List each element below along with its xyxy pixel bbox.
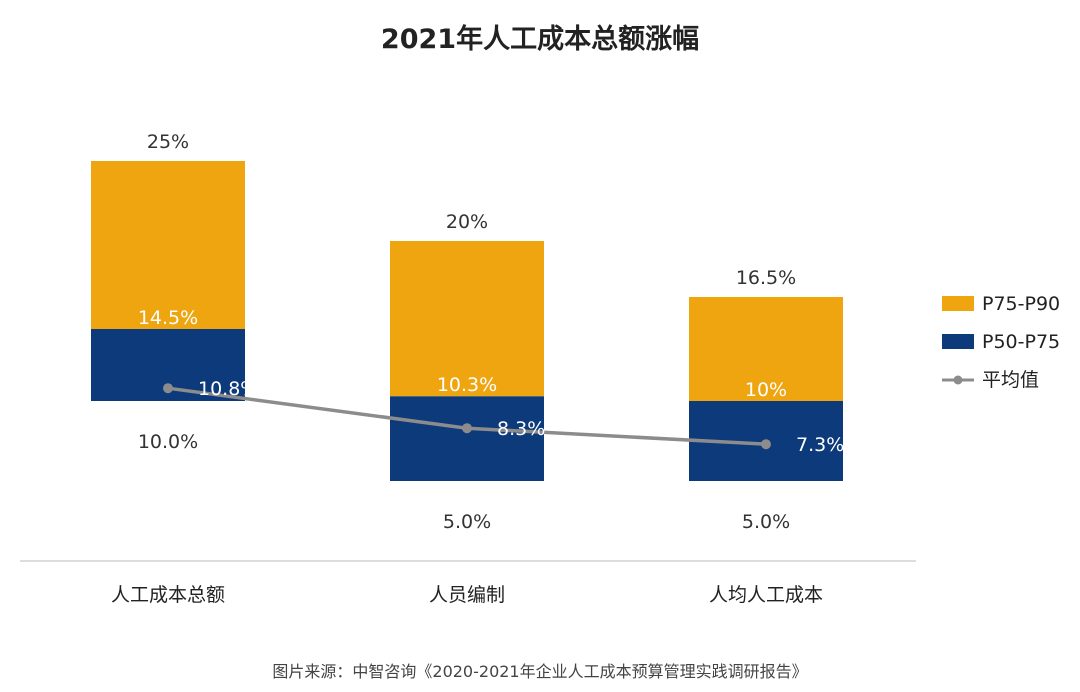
bar-p75-p90-0 (91, 161, 245, 329)
average-point-0 (163, 383, 173, 394)
bars: 25% 14.5% 10.0% 20% 10.3% 5.0% 16.5% 10% 5.0% (91, 131, 843, 533)
bar-p75-p90-2 (689, 297, 843, 401)
average-label-1: 8.3% (497, 418, 545, 440)
label-p50-1: 5.0% (443, 511, 491, 533)
legend: P75-P90 P50-P75 平均值 (942, 293, 1060, 391)
category-label-0: 人工成本总额 (111, 584, 225, 606)
legend-label-average: 平均值 (982, 369, 1039, 391)
label-p50-2: 5.0% (742, 511, 790, 533)
label-p75-0: 14.5% (138, 307, 198, 329)
legend-marker-average (953, 375, 963, 385)
category-label-1: 人员编制 (429, 584, 505, 606)
label-p90-1: 20% (446, 211, 488, 233)
legend-label-p50-p75: P50-P75 (982, 331, 1060, 353)
legend-swatch-p50-p75 (942, 334, 974, 349)
bar-p50-p75-1 (390, 396, 544, 481)
average-label-0: 10.8% (198, 378, 258, 400)
average-point-1 (462, 423, 472, 434)
category-labels: 人工成本总额 人员编制 人均人工成本 (111, 584, 823, 606)
label-p75-1: 10.3% (437, 374, 497, 396)
chart-title: 2021年人工成本总额涨幅 (381, 23, 699, 55)
bar-p75-p90-1 (390, 241, 544, 397)
average-line-group: 10.8% 8.3% 7.3% (163, 378, 844, 456)
label-p50-0: 10.0% (138, 431, 198, 453)
label-p90-2: 16.5% (736, 267, 796, 289)
average-point-2 (761, 439, 771, 450)
label-p90-0: 25% (147, 131, 189, 153)
label-p75-2: 10% (745, 379, 787, 401)
average-label-2: 7.3% (796, 434, 844, 456)
category-label-2: 人均人工成本 (709, 584, 823, 606)
legend-swatch-p75-p90 (942, 296, 974, 311)
legend-label-p75-p90: P75-P90 (982, 293, 1060, 315)
source-caption: 图片来源：中智咨询《2020-2021年企业人工成本预算管理实践调研报告》 (272, 662, 807, 681)
